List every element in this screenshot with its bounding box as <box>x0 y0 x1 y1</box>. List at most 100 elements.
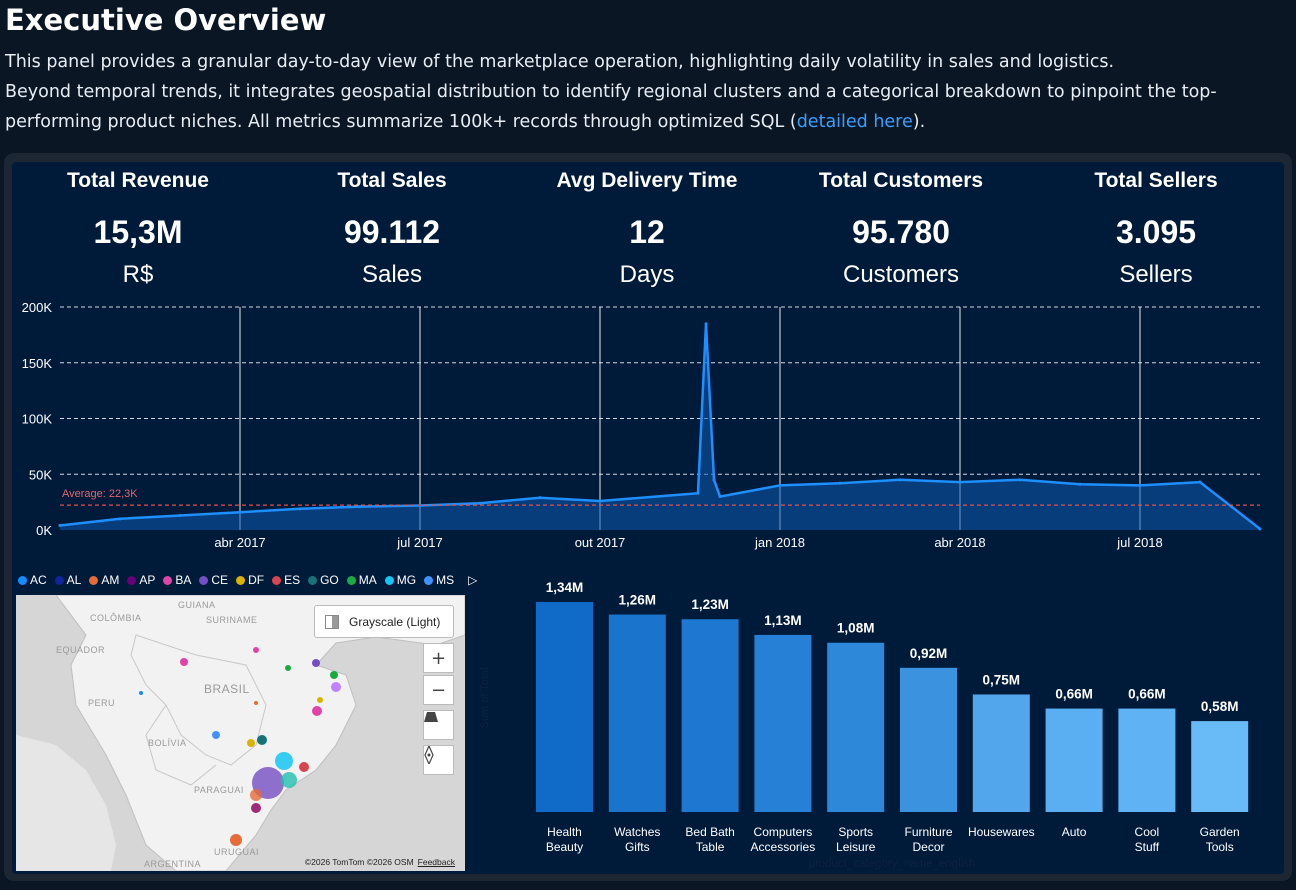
revenue-point[interactable] <box>1258 527 1262 531</box>
revenue-point[interactable] <box>58 524 62 528</box>
bubble-ms[interactable] <box>212 731 220 739</box>
revenue-point[interactable] <box>712 478 716 482</box>
legend-item-go[interactable]: GO <box>308 573 339 587</box>
grayscale-icon <box>325 614 339 629</box>
bubble-es[interactable] <box>299 762 309 772</box>
bubble-pi[interactable] <box>285 665 291 671</box>
legend-label: DF <box>248 573 265 587</box>
revenue-point[interactable] <box>778 483 782 487</box>
bubble-sc[interactable] <box>251 803 261 813</box>
revenue-point[interactable] <box>838 481 842 485</box>
legend-item-ba[interactable]: BA <box>163 573 191 587</box>
bar[interactable] <box>754 634 812 812</box>
feedback-link[interactable]: Feedback <box>417 857 455 867</box>
revenue-point[interactable] <box>1198 480 1202 484</box>
legend-label: CE <box>211 573 229 587</box>
revenue-point[interactable] <box>1078 482 1082 486</box>
legend-dot <box>127 575 137 585</box>
detailed-here-link[interactable]: detailed here <box>796 112 913 132</box>
bubble-pr[interactable] <box>250 789 262 801</box>
bubble-ba[interactable] <box>312 706 322 716</box>
revenue-point[interactable] <box>358 505 362 509</box>
map-label-suriname: SURINAME <box>206 615 258 625</box>
tilt-button[interactable] <box>423 710 454 740</box>
bubble-to[interactable] <box>254 701 258 705</box>
category-label: Garden <box>1200 825 1240 839</box>
bubble-go[interactable] <box>257 735 267 745</box>
bar[interactable] <box>1045 708 1103 812</box>
legend-label: BA <box>175 573 192 587</box>
category-label: Bed Bath <box>685 825 734 839</box>
plus-icon: + <box>430 647 447 669</box>
legend-item-es[interactable]: ES <box>272 573 300 587</box>
page-description: This panel provides a granular day-to-da… <box>5 47 1285 137</box>
bubble-se[interactable] <box>317 697 323 703</box>
revenue-point[interactable] <box>598 499 602 503</box>
legend-dot <box>424 575 434 585</box>
legend-item-ms[interactable]: MS <box>424 573 454 587</box>
bubble-ac[interactable] <box>139 691 143 695</box>
revenue-point[interactable] <box>298 507 302 511</box>
bar[interactable] <box>536 602 593 812</box>
legend-item-al[interactable]: AL <box>54 573 81 587</box>
revenue-point[interactable] <box>238 510 242 514</box>
map-label-colombia: COLÔMBIA <box>90 613 142 623</box>
revenue-point[interactable] <box>1138 483 1142 487</box>
bubble-mg[interactable] <box>275 752 293 770</box>
x-tick-label: out 2017 <box>575 535 626 550</box>
bubble-rj[interactable] <box>281 772 297 788</box>
bubble-am[interactable] <box>180 658 188 666</box>
revenue-point[interactable] <box>538 496 542 500</box>
bubble-pb[interactable] <box>330 671 338 679</box>
zoom-in-button[interactable]: + <box>423 643 454 673</box>
legend-label: AM <box>101 573 120 587</box>
revenue-point[interactable] <box>1018 478 1022 482</box>
revenue-point[interactable] <box>118 517 122 521</box>
legend-next-arrow-icon[interactable]: ▷ <box>468 573 478 587</box>
kpi-label: Total Customers <box>818 169 984 192</box>
revenue-point[interactable] <box>478 501 482 505</box>
bar[interactable] <box>1118 708 1176 812</box>
bubble-ap[interactable] <box>253 647 259 653</box>
legend-item-ma[interactable]: MA <box>346 573 377 587</box>
bar-data-label: 1,13M <box>764 613 802 628</box>
kpi-unit: R$ <box>122 261 154 288</box>
legend-item-mg[interactable]: MG <box>384 573 416 587</box>
revenue-point[interactable] <box>704 322 708 326</box>
legend-item-ce[interactable]: CE <box>199 573 228 587</box>
daily-revenue-chart[interactable]: 0K 50K 100K 150K 200K abr 2017 jul 2017 out 201… <box>12 295 1274 557</box>
bar[interactable] <box>681 619 739 812</box>
category-label: Cool <box>1135 825 1160 839</box>
bubble-df[interactable] <box>247 739 255 747</box>
bubble-rs[interactable] <box>230 834 242 846</box>
desc-line-2: Beyond temporal trends, it integrates ge… <box>5 82 1217 102</box>
kpi-label: Total Sales <box>337 169 447 192</box>
category-label: Computers <box>754 825 813 839</box>
kpi-total-customers: Total Customers 95.780 Customers <box>791 166 1011 290</box>
revenue-point[interactable] <box>898 478 902 482</box>
bubble-pe[interactable] <box>331 682 341 692</box>
legend-item-ap[interactable]: AP <box>127 573 155 587</box>
legend-item-am[interactable]: AM <box>89 573 119 587</box>
legend-item-df[interactable]: DF <box>236 573 264 587</box>
geo-map[interactable]: COLÔMBIA GUIANA SURINAME EQUADOR BRASIL … <box>16 595 465 871</box>
map-style-button[interactable]: Grayscale (Light) <box>314 605 454 638</box>
bar[interactable] <box>972 694 1030 812</box>
compass-button[interactable] <box>423 745 454 775</box>
bar[interactable] <box>608 614 666 812</box>
revenue-point[interactable] <box>178 514 182 518</box>
revenue-point[interactable] <box>958 480 962 484</box>
revenue-point[interactable] <box>696 491 700 495</box>
bar[interactable] <box>900 667 957 812</box>
bubble-ce[interactable] <box>312 659 320 667</box>
x-axis-title: product_category_name_english <box>809 858 976 870</box>
legend-item-ac[interactable]: AC <box>18 573 47 587</box>
x-tick-label: abr 2017 <box>214 535 265 550</box>
bar[interactable] <box>827 642 885 812</box>
legend-dot <box>163 575 173 585</box>
kpi-label: Avg Delivery Time <box>556 169 738 192</box>
revenue-point[interactable] <box>718 495 722 499</box>
zoom-out-button[interactable]: − <box>423 675 454 705</box>
bar[interactable] <box>1191 721 1249 812</box>
